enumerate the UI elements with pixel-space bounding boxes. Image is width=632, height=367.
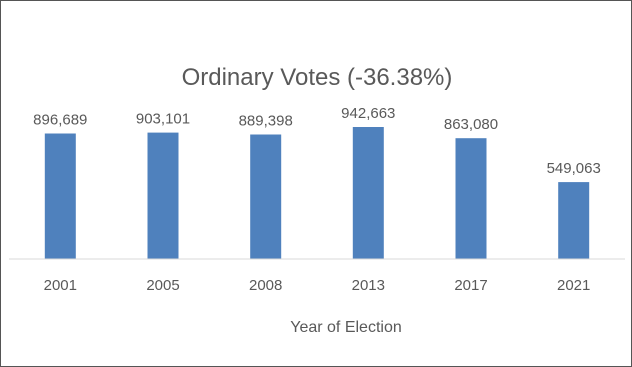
x-tick-2001: 2001 xyxy=(44,277,77,294)
x-tick-2021: 2021 xyxy=(557,277,590,294)
bar-2013 xyxy=(352,127,384,259)
x-tick-2013: 2013 xyxy=(352,277,385,294)
data-label-2021: 549,063 xyxy=(547,160,601,177)
data-label-2013: 942,663 xyxy=(341,105,395,122)
bar-2021 xyxy=(558,182,590,259)
chart-title: Ordinary Votes (-36.38%) xyxy=(182,64,453,91)
x-tick-2017: 2017 xyxy=(454,277,487,294)
bar-2005 xyxy=(147,132,179,259)
bar-2017 xyxy=(455,138,487,259)
bar-2008 xyxy=(250,134,282,259)
x-axis-title: Year of Election xyxy=(290,319,401,336)
x-tick-2008: 2008 xyxy=(249,277,282,294)
data-label-2001: 896,689 xyxy=(33,112,87,129)
bars-layer: 896,689 903,101 889,398 942,663 863,080 549,0… xyxy=(33,105,601,259)
data-label-2005: 903,101 xyxy=(136,111,190,128)
x-tick-2005: 2005 xyxy=(146,277,179,294)
data-label-2017: 863,080 xyxy=(444,116,498,133)
bar-2001 xyxy=(44,133,76,259)
x-tick-labels: 2001 2005 2008 2013 2017 2021 xyxy=(44,277,591,294)
data-label-2008: 889,398 xyxy=(239,113,293,130)
